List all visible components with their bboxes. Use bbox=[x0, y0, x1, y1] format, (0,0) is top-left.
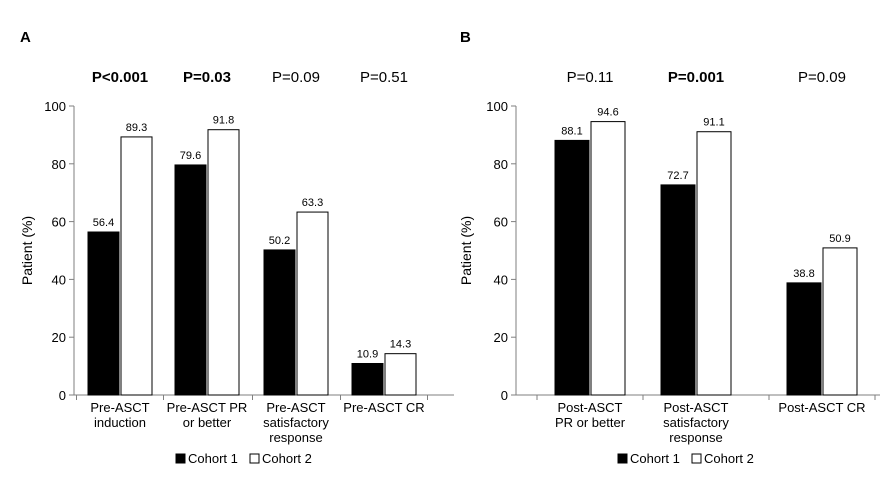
data-label: 91.8 bbox=[213, 115, 234, 127]
y-tick-label: 100 bbox=[486, 99, 508, 114]
y-tick-label: 60 bbox=[52, 215, 66, 230]
category-label: Pre-ASCT PR bbox=[167, 400, 248, 415]
legend-swatch-cohort-2 bbox=[691, 453, 702, 464]
p-value: P=0.51 bbox=[360, 69, 408, 86]
category-label: induction bbox=[94, 415, 146, 430]
bar-cohort-2 bbox=[696, 131, 732, 396]
category-label: Post-ASCT bbox=[557, 400, 622, 415]
legend-label: Cohort 1 bbox=[188, 451, 238, 466]
data-label: 72.7 bbox=[667, 170, 688, 182]
legend-swatch-cohort-2 bbox=[249, 453, 260, 464]
y-axis-title: Patient (%) bbox=[19, 216, 35, 285]
y-axis-title: Patient (%) bbox=[458, 216, 474, 285]
panel-label: B bbox=[460, 29, 471, 46]
y-tick-label: 0 bbox=[501, 388, 508, 403]
category-label: PR or better bbox=[555, 415, 626, 430]
bar-cohort-2 bbox=[120, 136, 153, 396]
p-value: P=0.09 bbox=[272, 69, 320, 86]
category-label: response bbox=[269, 430, 322, 445]
legend-label: Cohort 2 bbox=[262, 451, 312, 466]
data-label: 94.6 bbox=[597, 107, 618, 119]
y-tick-label: 20 bbox=[52, 330, 66, 345]
bar-cohort-2 bbox=[207, 129, 240, 396]
p-value: P=0.09 bbox=[798, 69, 846, 86]
data-label: 91.1 bbox=[703, 117, 724, 129]
legend-label: Cohort 2 bbox=[704, 451, 754, 466]
bar-cohort-1 bbox=[263, 249, 296, 396]
y-tick-label: 40 bbox=[52, 272, 66, 287]
data-label: 50.2 bbox=[269, 235, 290, 247]
y-tick-label: 0 bbox=[59, 388, 66, 403]
p-value: P=0.03 bbox=[183, 69, 231, 86]
legend-swatch-cohort-1 bbox=[617, 453, 628, 464]
data-label: 38.8 bbox=[793, 268, 814, 280]
bar-cohort-1 bbox=[660, 184, 696, 396]
data-label: 56.4 bbox=[93, 217, 114, 229]
y-tick-label: 100 bbox=[44, 99, 66, 114]
p-value: P<0.001 bbox=[92, 69, 148, 86]
data-label: 63.3 bbox=[302, 197, 323, 209]
y-tick-label: 80 bbox=[494, 157, 508, 172]
bar-cohort-2 bbox=[822, 247, 858, 396]
y-tick-label: 60 bbox=[494, 215, 508, 230]
panel-label: A bbox=[20, 29, 31, 46]
legend-label: Cohort 1 bbox=[630, 451, 680, 466]
bar-cohort-1 bbox=[351, 362, 384, 396]
category-label: satisfactory bbox=[263, 415, 329, 430]
data-label: 50.9 bbox=[829, 233, 850, 245]
data-label: 89.3 bbox=[126, 122, 147, 134]
category-label: Pre-ASCT bbox=[90, 400, 149, 415]
data-label: 14.3 bbox=[390, 339, 411, 351]
bar-cohort-2 bbox=[590, 121, 626, 396]
category-label: response bbox=[669, 430, 722, 445]
category-label: or better bbox=[183, 415, 232, 430]
category-label: Post-ASCT CR bbox=[778, 400, 865, 415]
category-label: Pre-ASCT CR bbox=[343, 400, 424, 415]
bar-cohort-2 bbox=[296, 211, 329, 396]
bar-cohort-2 bbox=[384, 353, 417, 396]
p-value: P=0.11 bbox=[567, 69, 614, 86]
bar-cohort-1 bbox=[87, 231, 120, 396]
p-value: P=0.001 bbox=[668, 69, 724, 86]
bar-cohort-1 bbox=[554, 139, 590, 396]
data-label: 79.6 bbox=[180, 150, 201, 162]
y-tick-label: 80 bbox=[52, 157, 66, 172]
data-label: 10.9 bbox=[357, 348, 378, 360]
category-label: satisfactory bbox=[663, 415, 729, 430]
bar-cohort-1 bbox=[174, 164, 207, 396]
category-label: Post-ASCT bbox=[663, 400, 728, 415]
y-tick-label: 40 bbox=[494, 272, 508, 287]
y-tick-label: 20 bbox=[494, 330, 508, 345]
data-label: 88.1 bbox=[561, 125, 582, 137]
bar-cohort-1 bbox=[786, 282, 822, 396]
category-label: Pre-ASCT bbox=[266, 400, 325, 415]
legend-swatch-cohort-1 bbox=[175, 453, 186, 464]
